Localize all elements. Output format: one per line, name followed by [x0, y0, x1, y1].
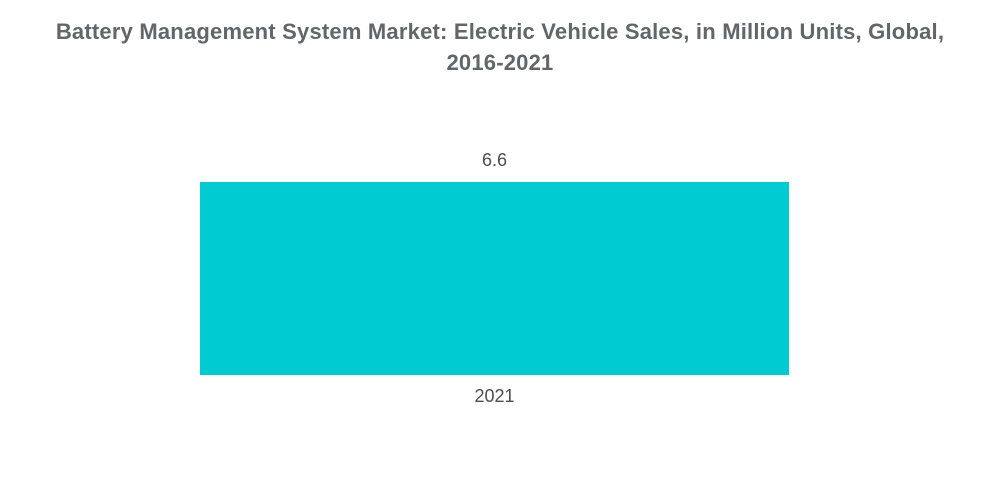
x-axis-category-label: 2021: [474, 386, 515, 406]
bar-value-label: 6.6: [481, 150, 508, 170]
chart-title: Battery Management System Market: Electr…: [55, 19, 945, 76]
bar-2021: [200, 182, 789, 375]
